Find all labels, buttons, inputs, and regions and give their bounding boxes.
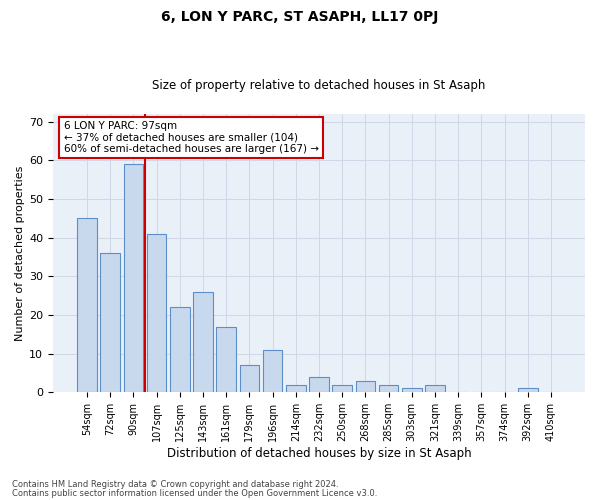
Bar bbox=[356, 380, 375, 392]
Text: Contains public sector information licensed under the Open Government Licence v3: Contains public sector information licen… bbox=[12, 488, 377, 498]
Bar bbox=[402, 388, 422, 392]
Bar bbox=[217, 326, 236, 392]
Y-axis label: Number of detached properties: Number of detached properties bbox=[15, 166, 25, 341]
Text: 6 LON Y PARC: 97sqm
← 37% of detached houses are smaller (104)
60% of semi-detac: 6 LON Y PARC: 97sqm ← 37% of detached ho… bbox=[64, 121, 319, 154]
Bar bbox=[100, 253, 120, 392]
Bar bbox=[286, 384, 305, 392]
Bar bbox=[425, 384, 445, 392]
Bar bbox=[77, 218, 97, 392]
Bar bbox=[239, 366, 259, 392]
Bar bbox=[263, 350, 283, 393]
Bar bbox=[518, 388, 538, 392]
Bar bbox=[309, 377, 329, 392]
Bar bbox=[332, 384, 352, 392]
Bar bbox=[124, 164, 143, 392]
Text: Contains HM Land Registry data © Crown copyright and database right 2024.: Contains HM Land Registry data © Crown c… bbox=[12, 480, 338, 489]
Text: 6, LON Y PARC, ST ASAPH, LL17 0PJ: 6, LON Y PARC, ST ASAPH, LL17 0PJ bbox=[161, 10, 439, 24]
Bar bbox=[170, 308, 190, 392]
Bar bbox=[193, 292, 213, 392]
Bar bbox=[147, 234, 166, 392]
X-axis label: Distribution of detached houses by size in St Asaph: Distribution of detached houses by size … bbox=[167, 447, 472, 460]
Title: Size of property relative to detached houses in St Asaph: Size of property relative to detached ho… bbox=[152, 79, 485, 92]
Bar bbox=[379, 384, 398, 392]
